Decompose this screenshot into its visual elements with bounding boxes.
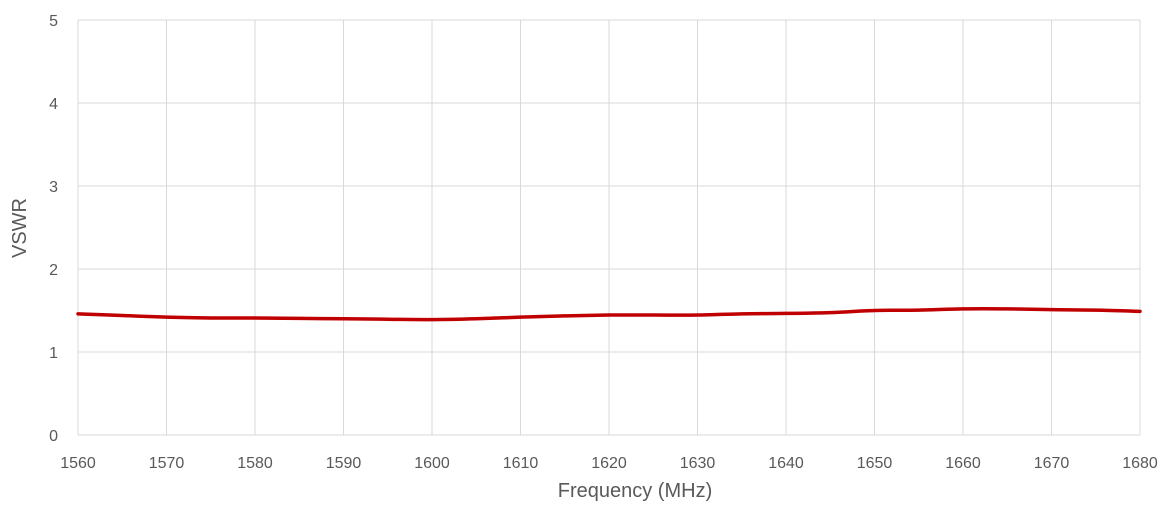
series-group	[76, 306, 1142, 322]
x-axis-title: Frequency (MHz)	[558, 480, 712, 502]
horizontal-gridlines	[78, 19, 1140, 436]
y-tick-label-5: 5	[49, 13, 58, 30]
x-tick-label-1620: 1620	[591, 455, 627, 472]
y-tick-label-1: 1	[49, 345, 58, 362]
y-tick-labels: 0 1 2 3 4 5	[49, 13, 58, 445]
x-tick-label-1670: 1670	[1034, 455, 1070, 472]
x-tick-label-1660: 1660	[945, 455, 981, 472]
x-tick-label-1640: 1640	[768, 455, 804, 472]
x-tick-labels: 1560 1570 1580 1590 1600 1610 1620 1630 1640 1650…	[60, 455, 1158, 472]
x-tick-label-1590: 1590	[326, 455, 362, 472]
x-tick-label-1650: 1650	[857, 455, 893, 472]
vertical-gridlines	[77, 20, 1141, 435]
x-tick-label-1600: 1600	[414, 455, 450, 472]
x-tick-label-1580: 1580	[237, 455, 273, 472]
x-tick-label-1680: 1680	[1122, 455, 1158, 472]
vswr-series-line	[76, 306, 1142, 322]
y-tick-label-2: 2	[49, 262, 58, 279]
x-tick-label-1560: 1560	[60, 455, 96, 472]
y-axis-title: VSWR	[9, 198, 31, 258]
x-tick-label-1630: 1630	[680, 455, 716, 472]
y-tick-label-4: 4	[49, 96, 58, 113]
y-tick-label-0: 0	[49, 428, 58, 445]
x-tick-label-1610: 1610	[503, 455, 539, 472]
x-tick-label-1570: 1570	[149, 455, 185, 472]
y-tick-label-3: 3	[49, 179, 58, 196]
